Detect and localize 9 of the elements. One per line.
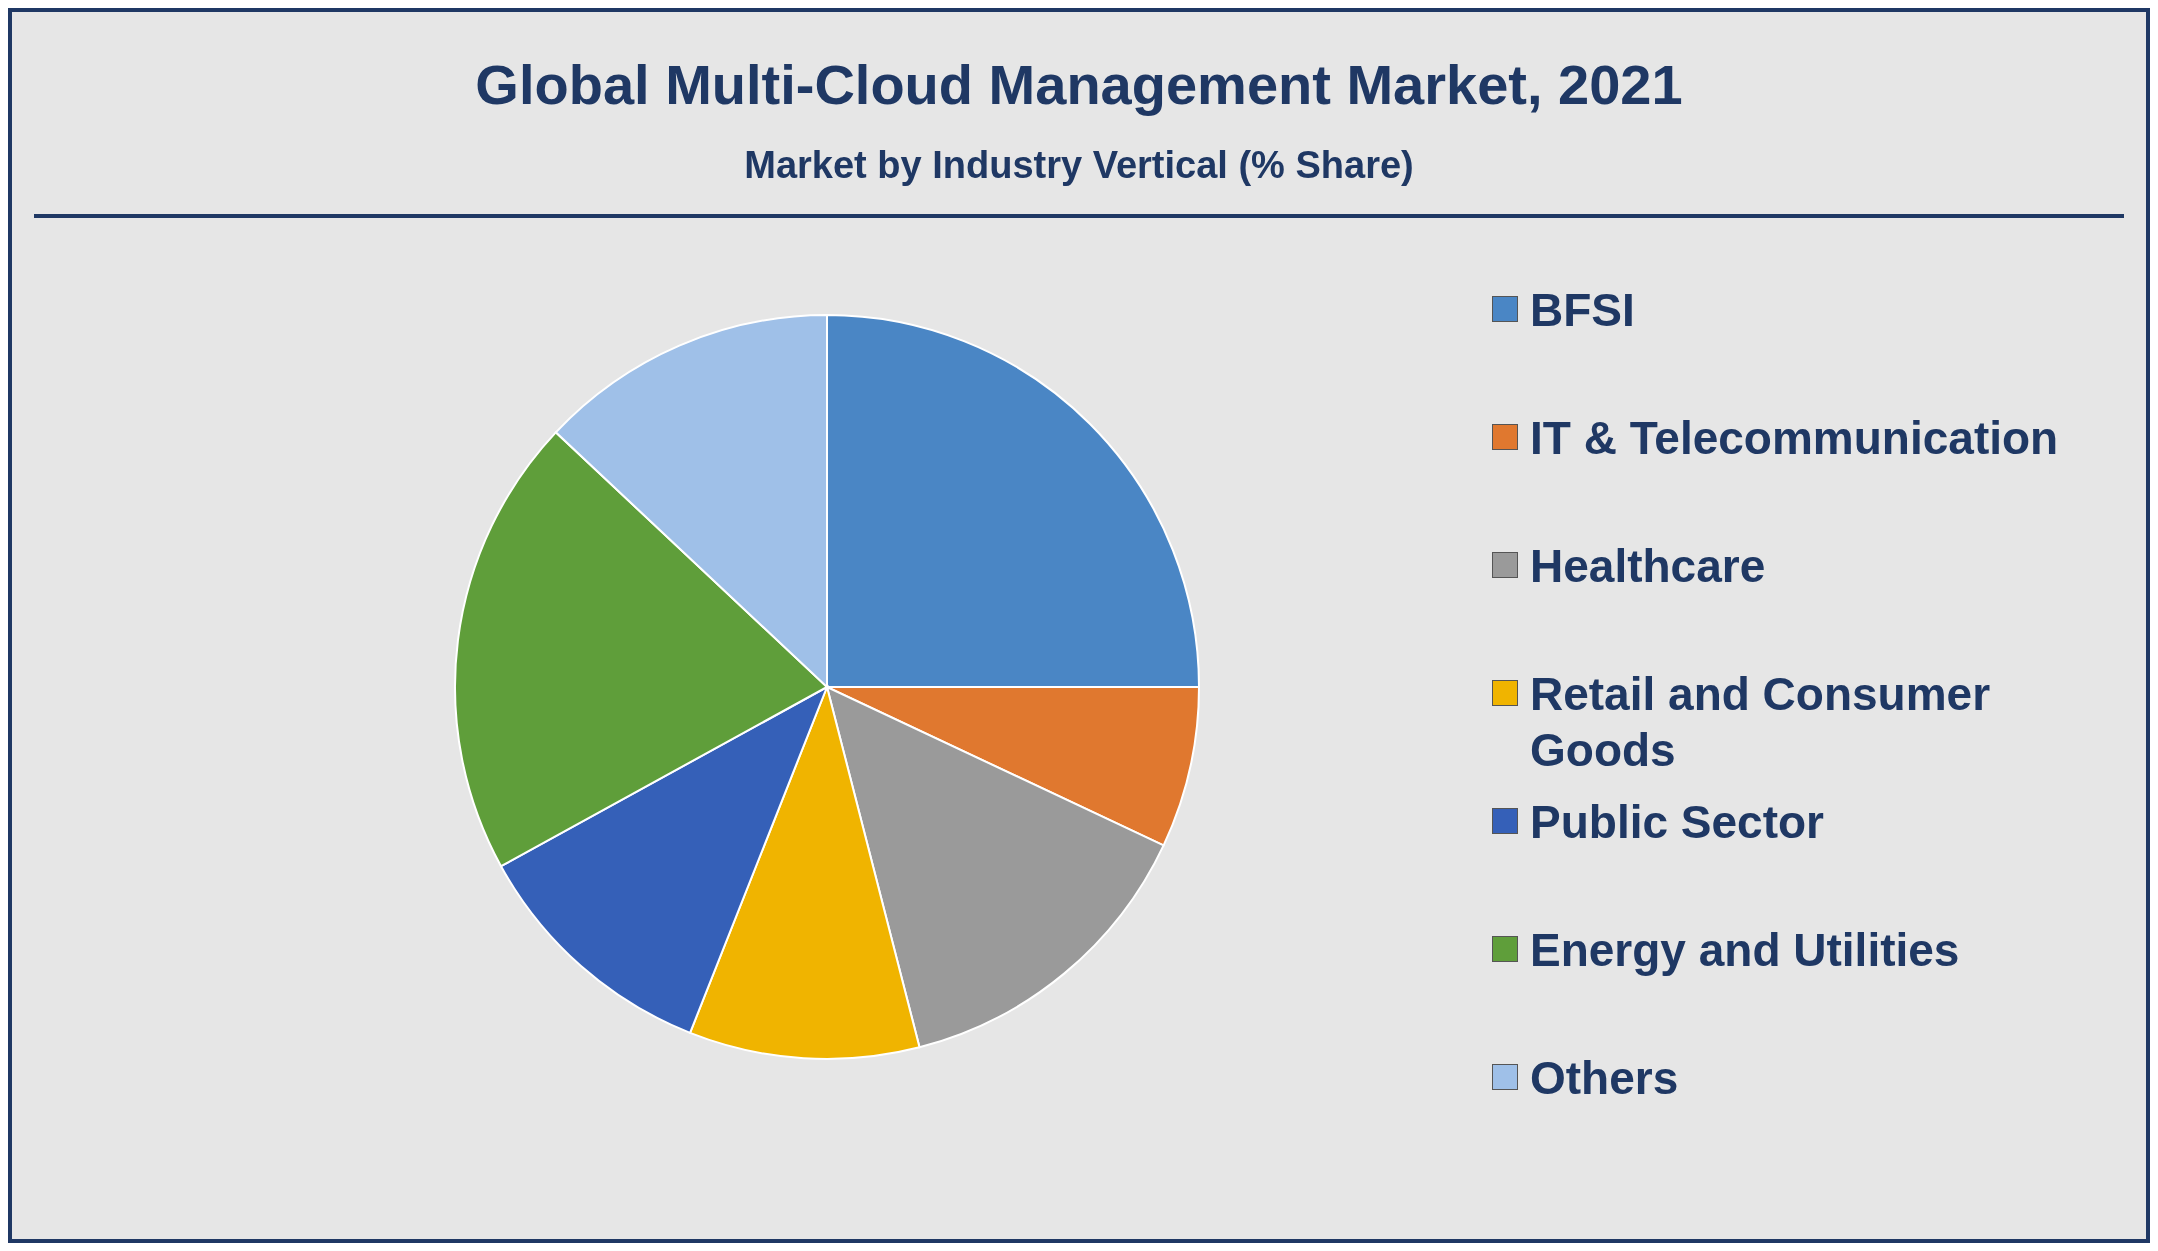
chart-subtitle: Market by Industry Vertical (% Share)	[743, 144, 1415, 187]
legend-label: Others	[1530, 1051, 1679, 1106]
legend-label: Energy and Utilities	[1530, 923, 1960, 978]
legend-label: Retail and Consumer Goods	[1530, 667, 1992, 778]
legend-label: BFSI	[1530, 283, 1635, 338]
legend-label: Public Sector	[1530, 795, 1824, 850]
legend-label: IT & Telecommunication	[1530, 411, 2059, 466]
chart-title: Global Multi-Cloud Management Market, 2021	[474, 52, 1684, 117]
legend-label: Healthcare	[1530, 539, 1766, 594]
